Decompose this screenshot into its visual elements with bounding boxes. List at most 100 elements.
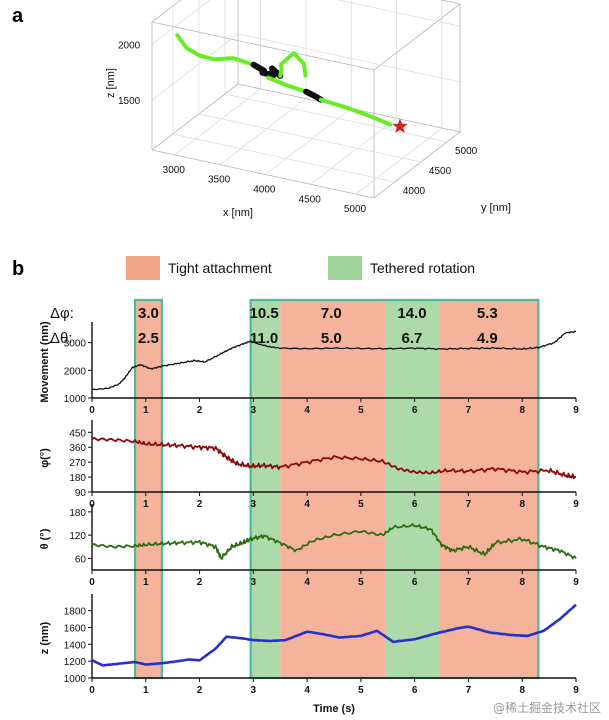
panel-a-label: a [12,5,24,27]
box-edge [151,149,375,199]
theta-x-tick-label: 7 [466,577,472,588]
end-point-star-marker [392,118,408,133]
box-edge [373,3,461,71]
grid-line-x-floor [265,108,352,175]
phi-y-tick-label: 90 [75,488,87,499]
delta-theta-value: 2.5 [138,330,159,347]
trajectory-segment-bound [250,61,284,79]
z-x-tick-label: 6 [412,685,418,696]
phi-x-tick-label: 4 [304,499,310,510]
phi-x-tick-label: 2 [197,499,203,510]
legend-label-tight-attachment: Tight attachment [168,260,272,276]
theta-x-tick-label: 2 [197,577,203,588]
z-y-tick-label: 1400 [64,640,87,651]
grid-line-z-back [336,0,461,27]
theta-x-tick-label: 5 [358,577,364,588]
movement-y-tick-label: 1000 [64,394,87,405]
theta-x-tick-label: 1 [143,577,149,588]
theta-x-tick-label: 3 [251,577,257,588]
delta-theta-value: 5.0 [321,330,342,347]
legend-swatch-tight-attachment [126,256,160,280]
panel-b-label: b [12,258,24,280]
z-x-tick-label: 8 [519,685,525,696]
movement-series-line [91,330,577,391]
box-edge [151,83,239,151]
grid-line-z-back [237,33,461,83]
movement-x-tick-label: 8 [519,405,525,416]
movement-x-tick-label: 2 [197,405,203,416]
movement-x-tick-label: 0 [89,405,95,416]
band-tight-attachment [438,300,539,678]
grid-line-x-floor [219,98,307,165]
movement-x-tick-label: 5 [358,405,364,416]
z-x-tick-label: 9 [573,685,579,696]
z-y-tick-label: 1800 [64,607,87,618]
band-tethered-rotation [250,300,281,678]
y-tick-label: 4500 [429,166,452,177]
z-tick-label: 2000 [118,40,141,51]
phi-y-tick-label: 180 [69,473,86,484]
grid-line-z-side [151,0,211,45]
phi-x-tick-label: 8 [519,499,525,510]
z-y-axis-label: z (nm) [39,621,51,654]
phi-x-tick-label: 5 [358,499,364,510]
phi-series-line [91,436,577,480]
theta-x-tick-label: 6 [412,577,418,588]
band-tight-attachment [280,300,386,678]
delta-phi-value: 3.0 [138,305,159,322]
theta-y-tick-label: 120 [69,531,86,542]
x-tick-label: 4000 [253,184,276,195]
legend-label-tethered-rotation: Tethered rotation [370,260,475,276]
theta-x-tick-label: 8 [519,577,525,588]
grid-line-z-side [151,33,239,101]
phi-y-tick-label: 270 [69,458,86,469]
movement-x-tick-label: 3 [251,405,257,416]
theta-x-tick-label: 4 [304,577,310,588]
theta-x-tick-label: 0 [89,577,95,588]
z-axis-label: z [nm] [105,68,117,98]
box-edge [151,21,375,71]
z-x-tick-label: 1 [143,685,149,696]
movement-y-axis-label: Movement (nm) [39,321,51,403]
z-y-tick-label: 1200 [64,657,87,668]
movement-x-tick-label: 9 [573,405,579,416]
delta-phi-value: 5.3 [477,305,498,322]
phi-x-tick-label: 9 [573,499,579,510]
movement-y-tick-label: 3000 [64,339,87,350]
movement-x-tick-label: 6 [412,405,418,416]
z-x-tick-label: 5 [358,685,364,696]
z-y-tick-label: 1000 [64,674,87,685]
trajectory-segment-bound [303,88,324,103]
phi-x-tick-label: 3 [251,499,257,510]
z-tick-label: 1500 [118,96,141,107]
panel-a-3d-plot: 3000350040004500500040004500500015002000… [105,0,511,219]
panel-b-timeseries: Δφ: Δθ: 3.0 10.5 7.0 14.0 5.3 2.5 11.0 5.0 6.7 4.9 1… [39,298,579,715]
y-tick-label: 5000 [455,146,478,157]
grid-line-y-floor [172,133,395,183]
3d-gridlines [151,0,461,195]
legend: Tight attachment Tethered rotation [126,256,475,280]
trajectory-segment-free [175,33,256,67]
grid-line-y-floor [224,93,448,143]
time-axis-label: Time (s) [313,703,355,715]
phi-x-tick-label: 6 [412,499,418,510]
x-tick-label: 4500 [299,194,322,205]
band-tethered-rotation [385,300,439,678]
box-edge [151,0,182,23]
y-tick-label: 4000 [403,186,426,197]
x-tick-label: 3000 [163,165,186,176]
movement-x-tick-label: 1 [143,405,149,416]
phi-y-tick-label: 360 [69,443,86,454]
theta-y-axis-label: θ (°) [39,528,51,549]
phi-y-axis-label: φ(°) [39,448,51,468]
theta-series-line [91,523,577,560]
box-edge [373,131,461,199]
z-x-tick-label: 0 [89,685,95,696]
trajectory-segment-free [278,51,308,78]
movement-x-tick-label: 4 [304,405,310,416]
delta-phi-label: Δφ: [50,305,74,322]
z-series-line [91,603,577,667]
phi-x-tick-label: 7 [466,499,472,510]
grid-line-x-floor [174,88,261,156]
